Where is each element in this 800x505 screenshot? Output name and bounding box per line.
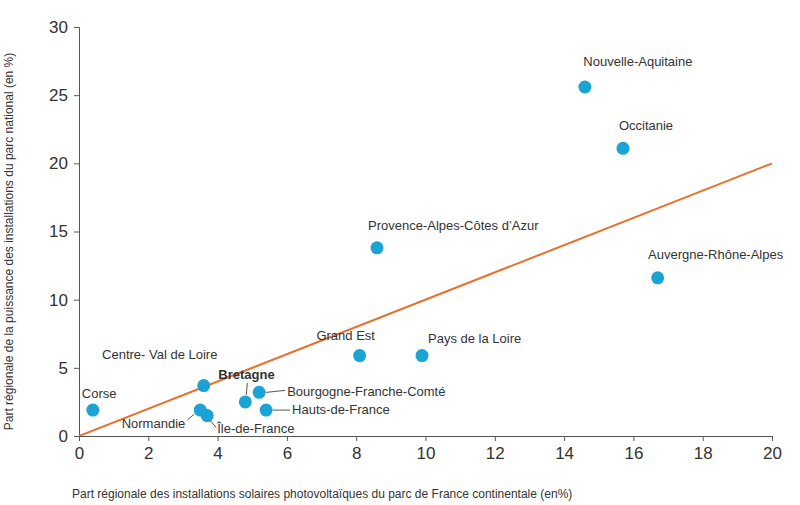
- x-tick: 0: [75, 436, 84, 463]
- x-axis-title: Part régionale des installations solaire…: [72, 487, 572, 501]
- x-tick: 10: [417, 436, 436, 463]
- x-tick-mark: [633, 436, 634, 441]
- point: [578, 80, 591, 93]
- x-tick: 18: [694, 436, 713, 463]
- point-label: Occitanie: [619, 118, 673, 133]
- y-tick: 20: [49, 154, 79, 173]
- point: [239, 395, 252, 408]
- x-tick-label: 18: [694, 444, 713, 463]
- x-tick-mark: [426, 436, 427, 441]
- x-tick-label: 6: [283, 444, 292, 463]
- y-tick-mark: [74, 27, 79, 28]
- x-tick-mark: [772, 436, 773, 441]
- y-tick-label: 30: [49, 18, 68, 37]
- chart: 0 2 4 6 8 10 12 14 16 18 20 0 5 10 15 20 25 30 Corse Norman…: [0, 0, 800, 505]
- y-tick-label: 0: [59, 427, 68, 446]
- point-label: Provence-Alpes-Côtes d’Azur: [368, 218, 539, 233]
- y-tick-mark: [74, 163, 79, 164]
- leader-line: [246, 383, 247, 395]
- point: [651, 271, 664, 284]
- x-tick: 2: [144, 436, 153, 463]
- y-tick-mark: [74, 436, 79, 437]
- y-axis-title: Part régionale de la puissance des insta…: [2, 53, 16, 431]
- point-label: Centre- Val de Loire: [102, 347, 217, 362]
- leader-line: [210, 421, 216, 428]
- point-label: Normandie: [122, 416, 186, 431]
- y-tick-label: 10: [49, 291, 68, 310]
- x-tick-label: 16: [624, 444, 643, 463]
- x-tick-mark: [287, 436, 288, 441]
- x-tick: 6: [283, 436, 292, 463]
- y-tick-mark: [74, 95, 79, 96]
- y-tick: 0: [59, 427, 79, 446]
- point: [416, 349, 429, 362]
- point-label: Auvergne-Rhône-Alpes: [648, 247, 784, 262]
- x-tick-mark: [564, 436, 565, 441]
- point-label: Pays de la Loire: [428, 331, 521, 346]
- x-tick-label: 14: [555, 444, 574, 463]
- point: [197, 379, 210, 392]
- y-tick: 15: [49, 222, 79, 241]
- y-axis: 0 5 10 15 20 25 30: [49, 18, 79, 446]
- x-tick-label: 2: [144, 444, 153, 463]
- y-tick-label: 20: [49, 154, 68, 173]
- y-tick: 5: [59, 359, 79, 378]
- x-tick-label: 10: [417, 444, 436, 463]
- x-tick-mark: [703, 436, 704, 441]
- x-tick: 20: [763, 436, 782, 463]
- point-labels: Corse Normandie Île-de-France Centre- Val d…: [82, 54, 784, 436]
- x-axis-line: [80, 437, 773, 442]
- x-tick-label: 12: [486, 444, 505, 463]
- y-tick-label: 5: [59, 359, 68, 378]
- x-axis: 0 2 4 6 8 10 12 14 16 18 20: [75, 436, 782, 463]
- x-tick-mark: [218, 436, 219, 441]
- point-label: Corse: [82, 386, 117, 401]
- y-axis-line: [74, 28, 80, 437]
- x-tick-mark: [356, 436, 357, 441]
- point: [260, 404, 273, 417]
- plot: 0 2 4 6 8 10 12 14 16 18 20 0 5 10 15 20 25 30 Corse Norman…: [49, 18, 784, 463]
- y-tick-mark: [74, 300, 79, 301]
- x-tick: 16: [624, 436, 643, 463]
- leader-line: [187, 414, 194, 420]
- y-tick-mark: [74, 368, 79, 369]
- point: [353, 349, 366, 362]
- x-tick: 8: [352, 436, 361, 463]
- x-tick: 4: [213, 436, 222, 463]
- x-tick-label: 8: [352, 444, 361, 463]
- point-label: Grand Est: [316, 328, 375, 343]
- leader-line: [273, 410, 290, 411]
- point: [86, 404, 99, 417]
- x-tick: 12: [486, 436, 505, 463]
- point-label: Nouvelle-Aquitaine: [583, 54, 692, 69]
- point-label: Bourgogne-Franche-Comté: [287, 384, 445, 399]
- x-tick-mark: [495, 436, 496, 441]
- x-tick-mark: [148, 436, 149, 441]
- point: [253, 386, 266, 399]
- y-tick-mark: [74, 232, 79, 233]
- point-label: Île-de-France: [216, 421, 294, 436]
- y-tick-label: 15: [49, 222, 68, 241]
- x-tick-label: 0: [75, 444, 84, 463]
- y-tick-label: 25: [49, 86, 68, 105]
- x-tick-label: 20: [763, 444, 782, 463]
- point-label: Hauts-de-France: [292, 402, 390, 417]
- reference-line: [79, 163, 772, 436]
- point: [201, 409, 214, 422]
- point: [370, 241, 383, 254]
- x-tick-label: 4: [213, 444, 222, 463]
- leader-line: [266, 390, 285, 392]
- point-label: Bretagne: [218, 367, 274, 382]
- y-tick: 30: [49, 18, 79, 37]
- y-tick: 25: [49, 86, 79, 105]
- y-tick: 10: [49, 291, 79, 310]
- x-tick: 14: [555, 436, 574, 463]
- point: [617, 142, 630, 155]
